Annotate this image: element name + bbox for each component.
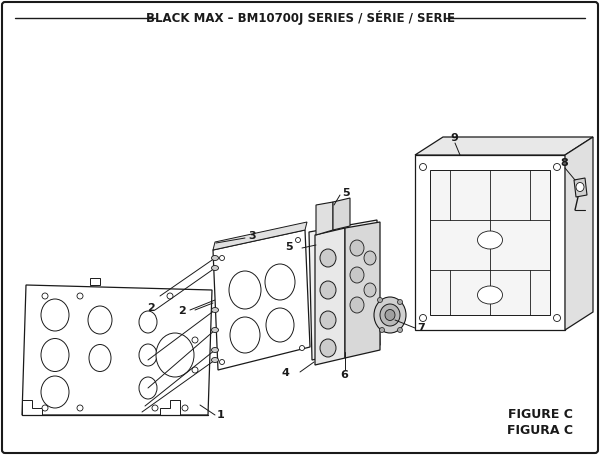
Ellipse shape [266, 308, 294, 342]
Ellipse shape [212, 348, 218, 353]
Text: 1: 1 [217, 410, 225, 420]
Text: FIGURE C: FIGURE C [508, 409, 573, 421]
Ellipse shape [229, 271, 261, 309]
Text: 5: 5 [342, 188, 350, 198]
Ellipse shape [41, 299, 69, 331]
Ellipse shape [182, 405, 188, 411]
Text: FIGURA C: FIGURA C [507, 424, 573, 436]
Ellipse shape [77, 293, 83, 299]
Ellipse shape [374, 297, 406, 333]
Ellipse shape [364, 283, 376, 297]
Ellipse shape [220, 256, 224, 261]
Text: 2: 2 [147, 303, 155, 313]
Ellipse shape [554, 163, 560, 171]
Text: 6: 6 [340, 370, 348, 380]
Ellipse shape [320, 281, 336, 299]
Ellipse shape [576, 182, 584, 192]
Ellipse shape [192, 337, 198, 343]
Ellipse shape [320, 339, 336, 357]
Ellipse shape [212, 256, 218, 261]
Ellipse shape [89, 344, 111, 371]
Ellipse shape [478, 286, 503, 304]
Ellipse shape [212, 266, 218, 271]
Ellipse shape [478, 231, 503, 249]
Ellipse shape [156, 333, 194, 377]
Ellipse shape [139, 344, 157, 366]
Ellipse shape [77, 405, 83, 411]
Text: 4: 4 [282, 368, 290, 378]
Ellipse shape [212, 358, 218, 363]
Text: BLACK MAX – BM10700J SERIES / SÉRIE / SERIE: BLACK MAX – BM10700J SERIES / SÉRIE / SE… [146, 11, 455, 25]
Polygon shape [574, 178, 587, 197]
Ellipse shape [419, 163, 427, 171]
Text: 2: 2 [178, 306, 186, 316]
Ellipse shape [88, 306, 112, 334]
Ellipse shape [350, 297, 364, 313]
Polygon shape [160, 400, 180, 415]
Ellipse shape [139, 377, 157, 399]
Ellipse shape [364, 251, 376, 265]
Ellipse shape [419, 314, 427, 322]
Ellipse shape [377, 298, 383, 303]
Ellipse shape [139, 311, 157, 333]
Ellipse shape [554, 314, 560, 322]
Polygon shape [315, 228, 345, 365]
Polygon shape [213, 222, 307, 250]
Polygon shape [309, 220, 380, 360]
Ellipse shape [167, 293, 173, 299]
Ellipse shape [152, 405, 158, 411]
Polygon shape [22, 285, 212, 415]
Ellipse shape [380, 304, 400, 326]
Ellipse shape [350, 240, 364, 256]
Ellipse shape [41, 339, 69, 371]
Polygon shape [430, 170, 550, 315]
Text: 7: 7 [417, 323, 425, 333]
Ellipse shape [350, 267, 364, 283]
Ellipse shape [220, 359, 224, 364]
Ellipse shape [398, 299, 403, 304]
Text: 8: 8 [560, 158, 568, 168]
Text: 9: 9 [450, 133, 458, 143]
Ellipse shape [41, 376, 69, 408]
Ellipse shape [398, 328, 403, 333]
Ellipse shape [380, 328, 385, 333]
Polygon shape [213, 230, 310, 370]
Ellipse shape [265, 264, 295, 300]
Polygon shape [565, 137, 593, 330]
Polygon shape [22, 400, 42, 415]
Ellipse shape [42, 293, 48, 299]
Polygon shape [345, 222, 380, 358]
Ellipse shape [230, 317, 260, 353]
Polygon shape [316, 202, 333, 235]
Ellipse shape [385, 309, 395, 320]
Ellipse shape [320, 249, 336, 267]
Ellipse shape [212, 328, 218, 333]
Polygon shape [333, 198, 350, 230]
Ellipse shape [299, 345, 305, 350]
Text: 5: 5 [285, 242, 293, 252]
Polygon shape [415, 155, 565, 330]
Polygon shape [415, 137, 593, 155]
Ellipse shape [42, 405, 48, 411]
Polygon shape [90, 278, 100, 285]
Text: 3: 3 [248, 231, 256, 241]
Ellipse shape [212, 308, 218, 313]
Ellipse shape [296, 238, 301, 243]
Ellipse shape [320, 311, 336, 329]
Ellipse shape [192, 367, 198, 373]
